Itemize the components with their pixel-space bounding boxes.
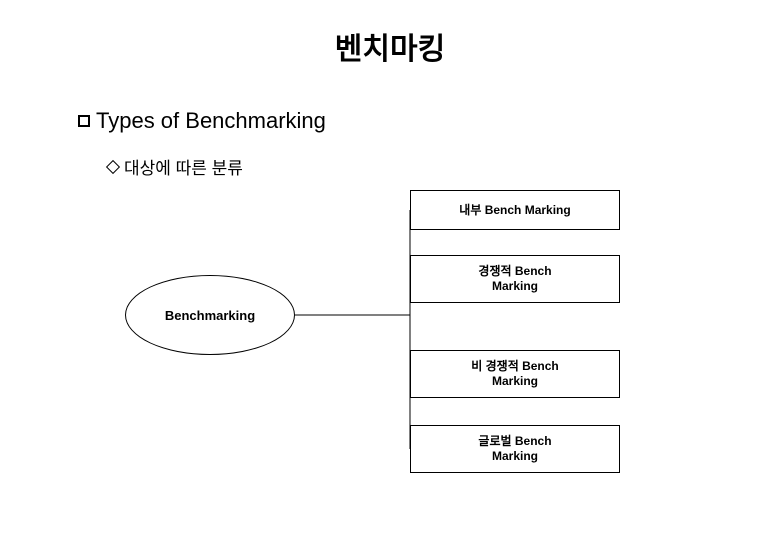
child-node-1: 경쟁적 BenchMarking	[410, 255, 620, 303]
child-node-3-label: 글로벌 BenchMarking	[478, 434, 551, 464]
child-node-0-label: 내부 Bench Marking	[459, 203, 570, 218]
child-node-2: 비 경쟁적 BenchMarking	[410, 350, 620, 398]
child-node-3: 글로벌 BenchMarking	[410, 425, 620, 473]
subheading-row: 대상에 따른 분류	[108, 154, 243, 179]
root-node: Benchmarking	[125, 275, 295, 355]
root-node-label: Benchmarking	[165, 308, 255, 323]
child-node-0: 내부 Bench Marking	[410, 190, 620, 230]
child-node-1-label: 경쟁적 BenchMarking	[478, 264, 551, 294]
square-bullet-icon	[78, 115, 90, 127]
subheading-text: 대상에 따른 분류	[124, 154, 243, 179]
diamond-bullet-icon	[106, 159, 120, 173]
child-node-2-label: 비 경쟁적 BenchMarking	[471, 359, 559, 389]
connector-lines	[0, 0, 780, 540]
heading-text: Types of Benchmarking	[96, 108, 326, 134]
page-title: 벤치마킹	[0, 24, 780, 68]
heading-row: Types of Benchmarking	[78, 108, 326, 134]
